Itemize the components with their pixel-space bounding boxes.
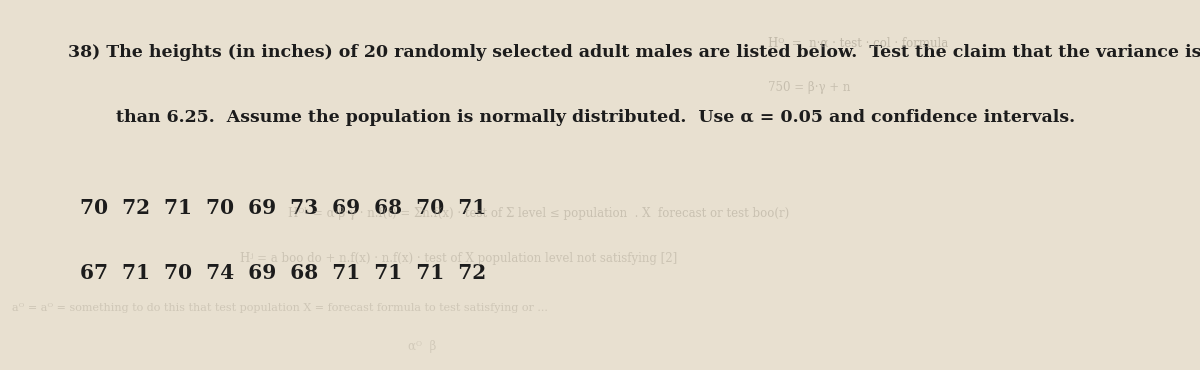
Text: αᴼ  β: αᴼ β [408,340,437,353]
Text: 70  72  71  70  69  73  69  68  70  71: 70 72 71 70 69 73 69 68 70 71 [80,198,487,218]
Text: 38) The heights (in inches) of 20 randomly selected adult males are listed below: 38) The heights (in inches) of 20 random… [68,44,1200,61]
Text: Hᴼ  =  n·α · test · col · formula: Hᴼ = n·α · test · col · formula [768,37,948,50]
Text: aᴼ = aᴼ = something to do this that test population X = forecast formula to test: aᴼ = aᴼ = something to do this that test… [12,303,548,313]
Text: Hʲ = a boo do + n.f(x) · n.f(x) · test of X population level not satisfying [2]: Hʲ = a boo do + n.f(x) · n.f(x) · test o… [240,252,677,265]
Text: than 6.25.  Assume the population is normally distributed.  Use α = 0.05 and con: than 6.25. Assume the population is norm… [116,109,1075,126]
Text: 67  71  70  74  69  68  71  71  71  72: 67 71 70 74 69 68 71 71 71 72 [80,263,486,283]
Text: Hᴼʰ = α·β·γ · n.f(t) = Σn.f(x) · test of Σ level ≤ population  . X  forecast or : Hᴼʰ = α·β·γ · n.f(t) = Σn.f(x) · test of… [288,207,790,220]
Text: 750 = β·γ + n: 750 = β·γ + n [768,81,851,94]
